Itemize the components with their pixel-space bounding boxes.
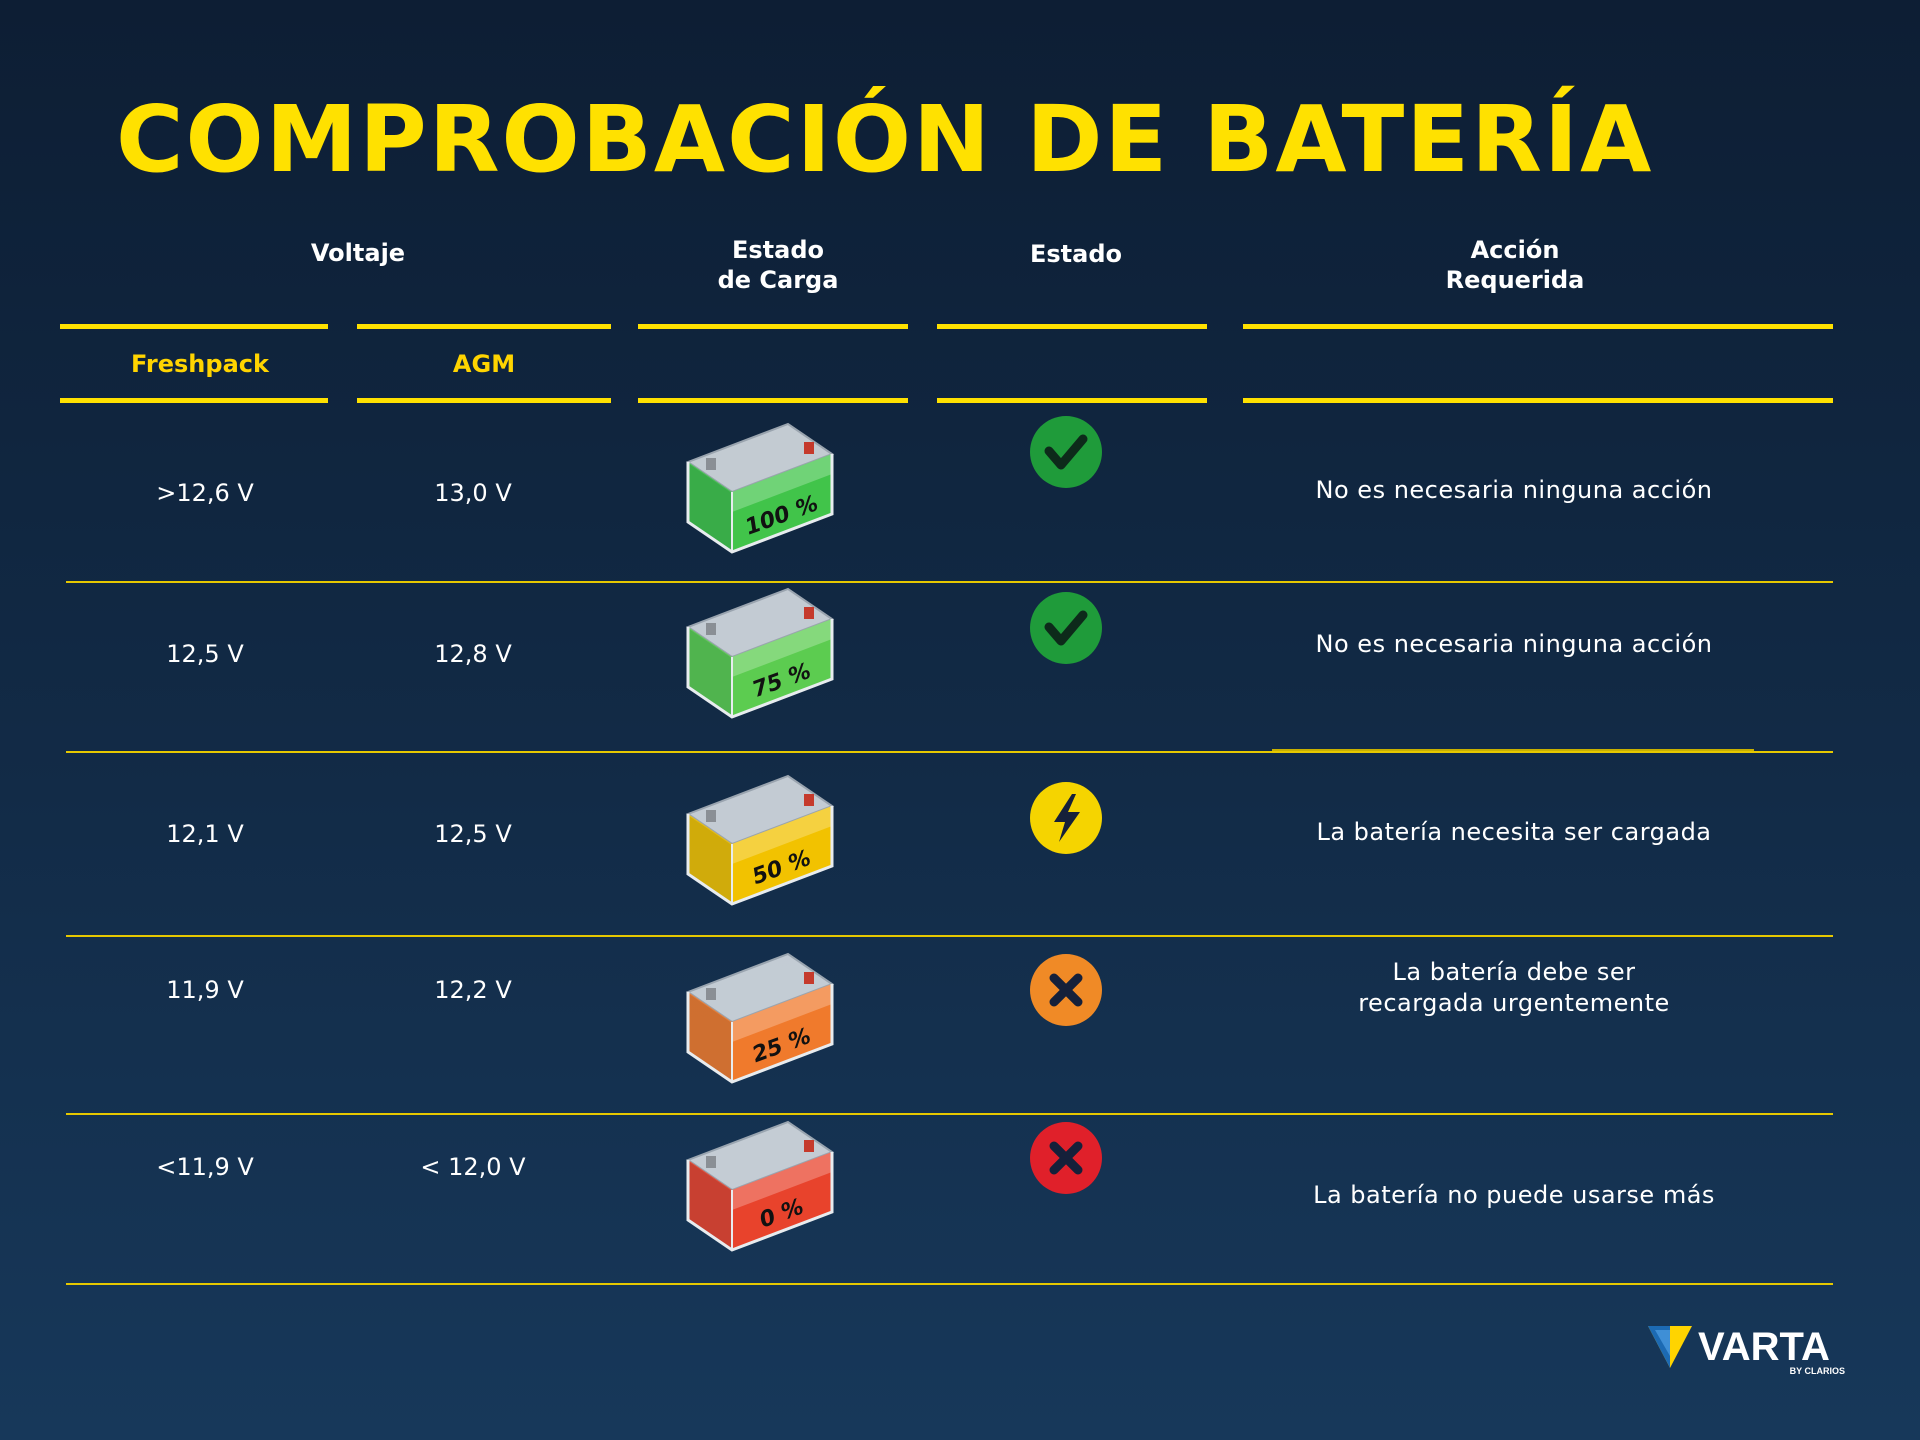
varta-logo: VARTA BY CLARIOS bbox=[1648, 1325, 1845, 1376]
x-icon bbox=[1030, 1122, 1102, 1194]
action-required-text: La batería debe ser recargada urgentemen… bbox=[1358, 958, 1670, 1017]
check-icon bbox=[1030, 592, 1102, 664]
freshpack-voltage: 11,9 V bbox=[166, 976, 244, 1004]
subheader-rule bbox=[638, 398, 908, 403]
agm-voltage: 12,2 V bbox=[434, 976, 512, 1004]
battery-icon: 50 % bbox=[685, 774, 835, 906]
header-rule bbox=[937, 324, 1207, 329]
subheader-rule bbox=[357, 398, 611, 403]
header-rule bbox=[357, 324, 611, 329]
action-underline bbox=[1272, 749, 1754, 751]
battery-icon: 25 % bbox=[685, 952, 835, 1084]
check-icon bbox=[1030, 416, 1102, 488]
battery-icon: 100 % bbox=[685, 422, 835, 554]
header-status: Estado bbox=[1029, 240, 1122, 268]
varta-brand: VARTA bbox=[1698, 1325, 1830, 1369]
action-required-text: La batería no puede usarse más bbox=[1313, 1180, 1715, 1209]
subheader-agm: AGM bbox=[452, 350, 516, 378]
varta-tagline: BY CLARIOS bbox=[1790, 1366, 1845, 1376]
x-icon bbox=[1030, 954, 1102, 1026]
row-divider bbox=[66, 1113, 1833, 1115]
agm-voltage: 12,5 V bbox=[434, 820, 512, 848]
action-required-text: No es necesaria ninguna acción bbox=[1315, 475, 1713, 504]
subheader-rule bbox=[60, 398, 328, 403]
action-required-text: No es necesaria ninguna acción bbox=[1315, 629, 1713, 658]
freshpack-voltage: <11,9 V bbox=[156, 1153, 254, 1181]
agm-voltage: 13,0 V bbox=[434, 479, 512, 507]
agm-voltage: 12,8 V bbox=[434, 640, 512, 668]
row-divider bbox=[66, 581, 1833, 583]
row-divider bbox=[66, 935, 1833, 937]
battery-icon: 75 % bbox=[685, 587, 835, 719]
agm-voltage: < 12,0 V bbox=[420, 1153, 526, 1181]
header-rule bbox=[1243, 324, 1833, 329]
action-required-text: La batería necesita ser cargada bbox=[1316, 817, 1712, 846]
lightning-icon bbox=[1030, 782, 1102, 854]
row-divider bbox=[66, 1283, 1833, 1285]
header-state-of-charge: Estado de Carga bbox=[717, 236, 839, 294]
freshpack-voltage: >12,6 V bbox=[156, 479, 254, 507]
header-voltage: Voltaje bbox=[310, 239, 406, 267]
header-rule bbox=[638, 324, 908, 329]
battery-icon: 0 % bbox=[685, 1120, 835, 1252]
header-action: Acción Requerida bbox=[1445, 236, 1585, 294]
varta-shield-icon bbox=[1648, 1326, 1692, 1368]
freshpack-voltage: 12,1 V bbox=[166, 820, 244, 848]
freshpack-voltage: 12,5 V bbox=[166, 640, 244, 668]
row-divider bbox=[66, 751, 1833, 753]
subheader-rule bbox=[1243, 398, 1833, 403]
subheader-freshpack: Freshpack bbox=[131, 350, 269, 378]
page-title: COMPROBACIÓN DE BATERÍA bbox=[116, 86, 1654, 193]
header-rule bbox=[60, 324, 328, 329]
subheader-rule bbox=[937, 398, 1207, 403]
